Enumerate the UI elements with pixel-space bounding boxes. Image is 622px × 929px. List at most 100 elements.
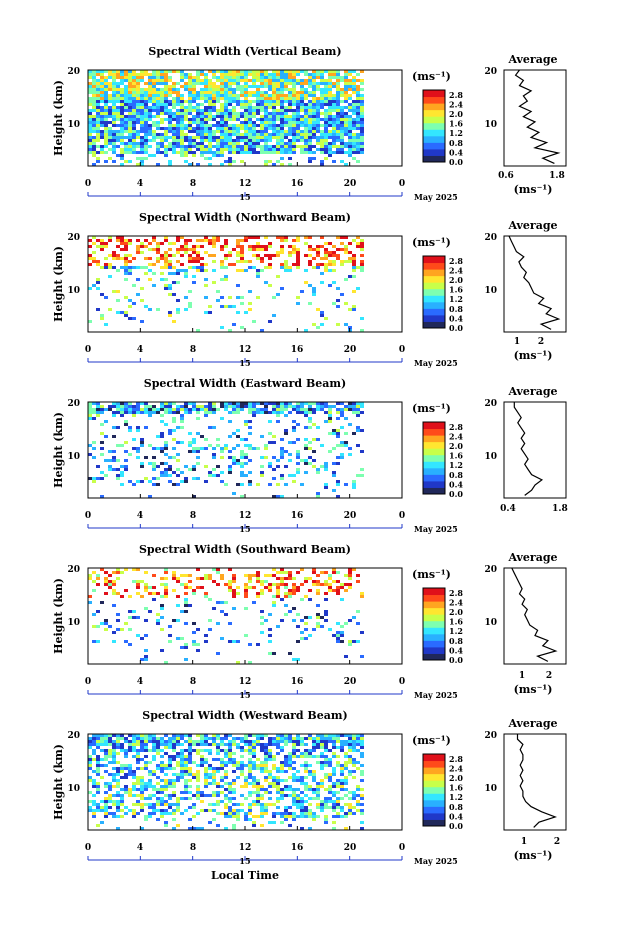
heatmap-cell xyxy=(288,127,292,130)
heatmap-cell xyxy=(244,776,248,779)
heatmap-cell xyxy=(356,444,360,447)
heatmap-cell xyxy=(360,121,364,124)
heatmap-cell xyxy=(196,245,200,248)
y-tick-label: 10 xyxy=(67,618,80,628)
colorbar-frame xyxy=(422,255,446,329)
heatmap-cell xyxy=(272,136,276,139)
heatmap-cell xyxy=(104,151,108,154)
heatmap-cell xyxy=(340,94,344,97)
heatmap-cell xyxy=(276,420,280,423)
heatmap-cell xyxy=(308,245,312,248)
heatmap-cell xyxy=(152,103,156,106)
heatmap-cell xyxy=(344,408,348,411)
heatmap-cell xyxy=(176,82,180,85)
heatmap-cell xyxy=(172,574,176,577)
heatmap-cell xyxy=(104,755,108,758)
heatmap-cell xyxy=(112,414,116,417)
heatmap-cell xyxy=(180,100,184,103)
heatmap-cell xyxy=(212,109,216,112)
heatmap-cell xyxy=(208,100,212,103)
heatmap-cell xyxy=(212,568,216,571)
heatmap-cell xyxy=(324,402,328,405)
heatmap-cell xyxy=(160,812,164,815)
heatmap-cell xyxy=(132,100,136,103)
heatmap-cell xyxy=(168,625,172,628)
heatmap-cell xyxy=(180,408,184,411)
avg-y-tick: 10 xyxy=(484,286,497,296)
heatmap-cell xyxy=(224,257,228,260)
heatmap-cell xyxy=(324,91,328,94)
heatmap-cell xyxy=(276,583,280,586)
heatmap-cell xyxy=(204,296,208,299)
x-tick-label: 20 xyxy=(344,511,357,521)
heatmap-cell xyxy=(172,254,176,257)
heatmap-cell xyxy=(280,85,284,88)
heatmap-cell xyxy=(308,827,312,830)
heatmap-cell xyxy=(112,640,116,643)
heatmap-cell xyxy=(348,812,352,815)
heatmap-cell xyxy=(256,124,260,127)
heatmap-cell xyxy=(228,263,232,266)
heatmap-cell xyxy=(240,740,244,743)
heatmap-cell xyxy=(348,405,352,408)
heatmap-cell xyxy=(160,103,164,106)
heatmap-cell xyxy=(124,160,128,163)
heatmap-cell xyxy=(160,767,164,770)
heatmap-cell xyxy=(268,118,272,121)
heatmap-cell xyxy=(152,592,156,595)
colorbar-swatch xyxy=(423,633,445,641)
heatmap-cell xyxy=(220,121,224,124)
heatmap-cell xyxy=(184,785,188,788)
heatmap-cell xyxy=(160,432,164,435)
heatmap-cell xyxy=(240,257,244,260)
heatmap-cell xyxy=(212,468,216,471)
heatmap-cell xyxy=(316,121,320,124)
heatmap-cell xyxy=(264,136,268,139)
heatmap-cell xyxy=(168,88,172,91)
heatmap-cell xyxy=(204,767,208,770)
heatmap-cell xyxy=(304,151,308,154)
heatmap-cell xyxy=(152,770,156,773)
heatmap-cell xyxy=(108,266,112,269)
colorbar-swatch xyxy=(423,474,445,482)
heatmap-cell xyxy=(344,118,348,121)
heatmap-cell xyxy=(116,245,120,248)
heatmap-cell xyxy=(340,142,344,145)
heatmap-cell xyxy=(180,734,184,737)
heatmap-cell xyxy=(248,79,252,82)
heatmap-cell xyxy=(332,571,336,574)
heatmap-cell xyxy=(120,79,124,82)
heatmap-cell xyxy=(124,450,128,453)
heatmap-cell xyxy=(320,408,324,411)
heatmap-cell xyxy=(268,634,272,637)
heatmap-cell xyxy=(152,236,156,239)
heatmap-cell xyxy=(344,236,348,239)
heatmap-cell xyxy=(204,794,208,797)
heatmap-cell xyxy=(268,79,272,82)
heatmap-cell xyxy=(112,402,116,405)
heatmap-cell xyxy=(124,737,128,740)
heatmap-cell xyxy=(280,580,284,583)
heatmap-cell xyxy=(264,574,268,577)
heatmap-cell xyxy=(360,239,364,242)
heatmap-cell xyxy=(100,405,104,408)
heatmap-cell xyxy=(176,236,180,239)
heatmap-cell xyxy=(184,73,188,76)
heatmap-cell xyxy=(160,803,164,806)
heatmap-cell xyxy=(344,755,348,758)
heatmap-cell xyxy=(224,266,228,269)
heatmap-cell xyxy=(232,151,236,154)
heatmap-cell xyxy=(352,275,356,278)
heatmap-cell xyxy=(132,737,136,740)
heatmap-cell xyxy=(320,800,324,803)
heatmap-cell xyxy=(340,145,344,148)
heatmap-cell xyxy=(324,734,328,737)
heatmap-cell xyxy=(352,263,356,266)
heatmap-cell xyxy=(192,257,196,260)
heatmap-cell xyxy=(184,109,188,112)
heatmap-cell xyxy=(88,112,92,115)
colorbar-swatch xyxy=(423,754,445,762)
heatmap-cell xyxy=(292,797,296,800)
heatmap-cell xyxy=(92,163,96,166)
heatmap-cell xyxy=(128,127,132,130)
